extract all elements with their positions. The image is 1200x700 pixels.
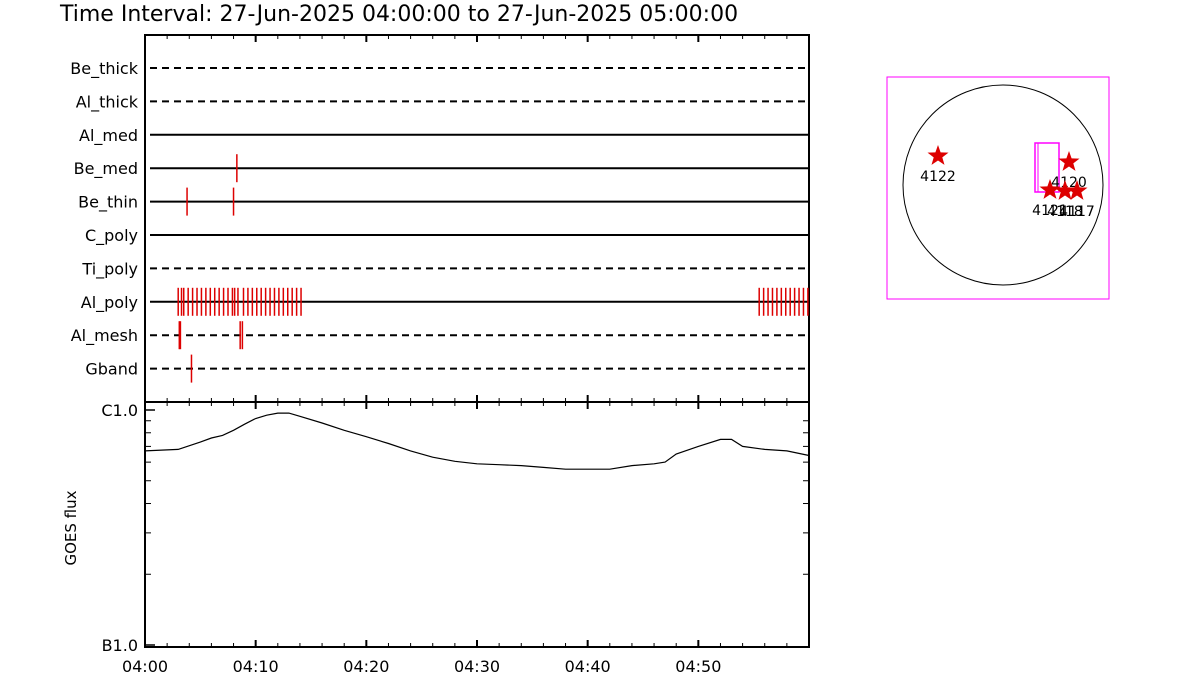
filter-label: Gband (85, 360, 138, 379)
star-icon (927, 145, 949, 165)
x-tick-label: 04:30 (454, 657, 500, 676)
goes-y-axis: C1.0 B1.0 GOES flux (62, 401, 809, 655)
x-tick-label: 04:50 (675, 657, 721, 676)
goes-x-axis: 04:00 04:10 04:20 04:30 04:40 04:50 (122, 402, 810, 676)
star-icon (1058, 151, 1080, 171)
filter-row-al_mesh: Al_mesh (71, 321, 809, 350)
x-tick-label: 04:20 (343, 657, 389, 676)
active-region-4118: 4118 (1047, 180, 1083, 220)
filter-label: Al_poly (81, 293, 138, 313)
map-frame (886, 76, 1110, 300)
region-number: 4122 (920, 169, 956, 185)
y-tick-label: B1.0 (102, 636, 138, 655)
filter-row-al_med: Al_med (79, 126, 809, 146)
goes-flux-line (144, 412, 810, 470)
active-region-4117: 4117 (1059, 180, 1095, 220)
active-region-4121: 4121 (1032, 179, 1068, 219)
region-number: 4117 (1059, 204, 1095, 220)
filter-rows: Be_thick Al_thick Al_med Be_med Be_thin C_pol… (70, 59, 809, 383)
filter-label: Ti_poly (81, 259, 138, 279)
solar-disk-limb (902, 84, 1104, 286)
active-region-4120: 4120 (1051, 151, 1087, 191)
star-icon (1054, 180, 1076, 200)
y-tick-label: C1.0 (101, 401, 138, 420)
filter-row-c_poly: C_poly (85, 226, 809, 246)
filter-label: Al_mesh (71, 326, 138, 346)
star-icon (1066, 180, 1088, 200)
filter-label: Al_med (79, 126, 138, 146)
region-number: 4121 (1032, 203, 1068, 219)
x-tick-label: 04:10 (233, 657, 279, 676)
filter-row-ti_poly: Ti_poly (81, 259, 809, 279)
filter-row-al_thick: Al_thick (76, 92, 809, 112)
active-region-4122: 4122 (920, 145, 956, 185)
x-tick-label: 04:00 (122, 657, 168, 676)
time-interval-title: Time Interval: 27-Jun-2025 04:00:00 to 2… (60, 2, 739, 27)
filter-label: C_poly (85, 226, 138, 246)
filter-label: Al_thick (76, 92, 139, 112)
filter-label: Be_thick (70, 59, 138, 79)
filter-row-be_thin: Be_thin (78, 187, 809, 216)
filter-label: Be_thin (78, 193, 138, 213)
filter-row-be_med: Be_med (74, 154, 809, 183)
region-number: 4118 (1047, 204, 1083, 220)
y-axis-label: GOES flux (62, 490, 80, 565)
filter-row-be_thick: Be_thick (70, 59, 809, 79)
filter-row-al_poly: Al_poly (81, 287, 809, 316)
star-icon (1039, 179, 1061, 199)
filter-row-gband: Gband (85, 354, 809, 383)
x-tick-label: 04:40 (565, 657, 611, 676)
filter-label: Be_med (74, 159, 138, 179)
